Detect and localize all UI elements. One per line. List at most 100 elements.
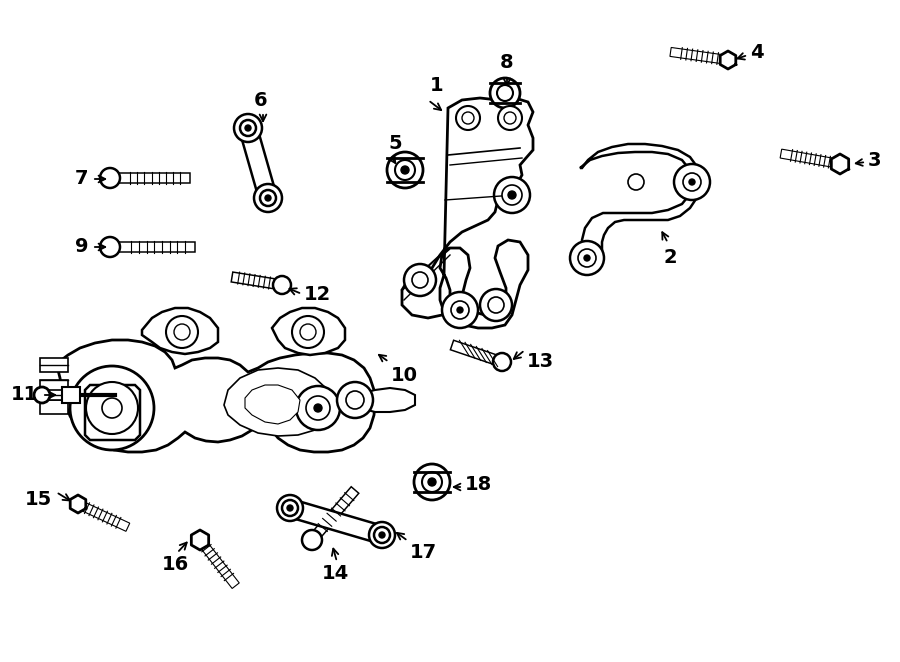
Circle shape [369, 522, 395, 548]
Circle shape [404, 264, 436, 296]
Polygon shape [308, 487, 359, 544]
Circle shape [302, 530, 322, 550]
Text: 12: 12 [304, 285, 331, 303]
Polygon shape [196, 538, 239, 589]
Circle shape [451, 301, 469, 319]
Circle shape [422, 472, 442, 492]
Text: 11: 11 [11, 385, 38, 404]
Polygon shape [142, 308, 218, 354]
Text: 5: 5 [388, 134, 401, 153]
Polygon shape [580, 144, 700, 260]
Circle shape [584, 255, 590, 261]
Text: 8: 8 [500, 53, 514, 72]
Polygon shape [224, 368, 332, 436]
Polygon shape [402, 98, 533, 328]
Polygon shape [231, 272, 283, 290]
Circle shape [292, 316, 324, 348]
Circle shape [395, 160, 415, 180]
Polygon shape [355, 388, 415, 412]
Polygon shape [287, 499, 384, 544]
Circle shape [414, 464, 450, 500]
Circle shape [442, 292, 478, 328]
Polygon shape [832, 154, 849, 174]
Polygon shape [55, 340, 375, 452]
Polygon shape [85, 385, 140, 440]
Circle shape [401, 166, 409, 174]
Polygon shape [42, 390, 75, 400]
Text: 9: 9 [75, 238, 88, 256]
Circle shape [166, 316, 198, 348]
Circle shape [245, 125, 251, 131]
Circle shape [100, 237, 120, 257]
Circle shape [428, 478, 436, 486]
Circle shape [265, 195, 271, 201]
Circle shape [296, 386, 340, 430]
Circle shape [234, 114, 262, 142]
Text: 14: 14 [321, 564, 348, 583]
Text: 4: 4 [750, 42, 763, 62]
Polygon shape [272, 308, 345, 355]
Polygon shape [780, 149, 841, 168]
Circle shape [70, 366, 154, 450]
Circle shape [462, 112, 474, 124]
Polygon shape [40, 400, 68, 414]
Text: 3: 3 [868, 150, 881, 169]
Polygon shape [450, 340, 504, 367]
Polygon shape [720, 51, 736, 69]
Text: 17: 17 [410, 543, 437, 562]
Circle shape [480, 289, 512, 321]
Circle shape [300, 324, 316, 340]
Bar [62, 387, 80, 403]
Polygon shape [192, 530, 209, 550]
Circle shape [493, 353, 511, 371]
Text: 10: 10 [391, 366, 418, 385]
Circle shape [490, 78, 520, 108]
Circle shape [387, 152, 423, 188]
Circle shape [374, 527, 390, 543]
Text: 2: 2 [663, 248, 677, 267]
Circle shape [457, 307, 463, 313]
Text: 13: 13 [527, 352, 554, 371]
Circle shape [683, 173, 701, 191]
Circle shape [260, 190, 276, 206]
Polygon shape [40, 358, 68, 372]
Circle shape [456, 106, 480, 130]
Text: 18: 18 [465, 475, 492, 495]
Circle shape [273, 276, 291, 294]
Circle shape [306, 396, 330, 420]
Circle shape [497, 85, 513, 101]
Circle shape [86, 382, 138, 434]
Circle shape [254, 184, 282, 212]
Circle shape [277, 495, 303, 521]
Circle shape [488, 297, 504, 313]
Circle shape [346, 391, 364, 409]
Polygon shape [245, 385, 300, 424]
Polygon shape [110, 173, 190, 183]
Circle shape [240, 120, 256, 136]
Circle shape [102, 398, 122, 418]
Circle shape [689, 179, 695, 185]
Circle shape [314, 404, 322, 412]
Circle shape [34, 387, 50, 403]
Polygon shape [670, 48, 729, 64]
Circle shape [498, 106, 522, 130]
Polygon shape [70, 495, 86, 513]
Circle shape [412, 272, 428, 288]
Circle shape [337, 382, 373, 418]
Text: 1: 1 [430, 76, 444, 95]
Circle shape [174, 324, 190, 340]
Circle shape [282, 500, 298, 516]
Circle shape [504, 112, 516, 124]
Polygon shape [239, 126, 276, 201]
Polygon shape [110, 242, 195, 252]
Circle shape [100, 168, 120, 188]
Circle shape [379, 532, 385, 538]
Polygon shape [76, 500, 130, 532]
Circle shape [628, 174, 644, 190]
Circle shape [508, 191, 516, 199]
Circle shape [674, 164, 710, 200]
Text: 16: 16 [161, 555, 189, 574]
Circle shape [494, 177, 530, 213]
Text: 7: 7 [75, 169, 88, 189]
Text: 6: 6 [254, 91, 268, 110]
